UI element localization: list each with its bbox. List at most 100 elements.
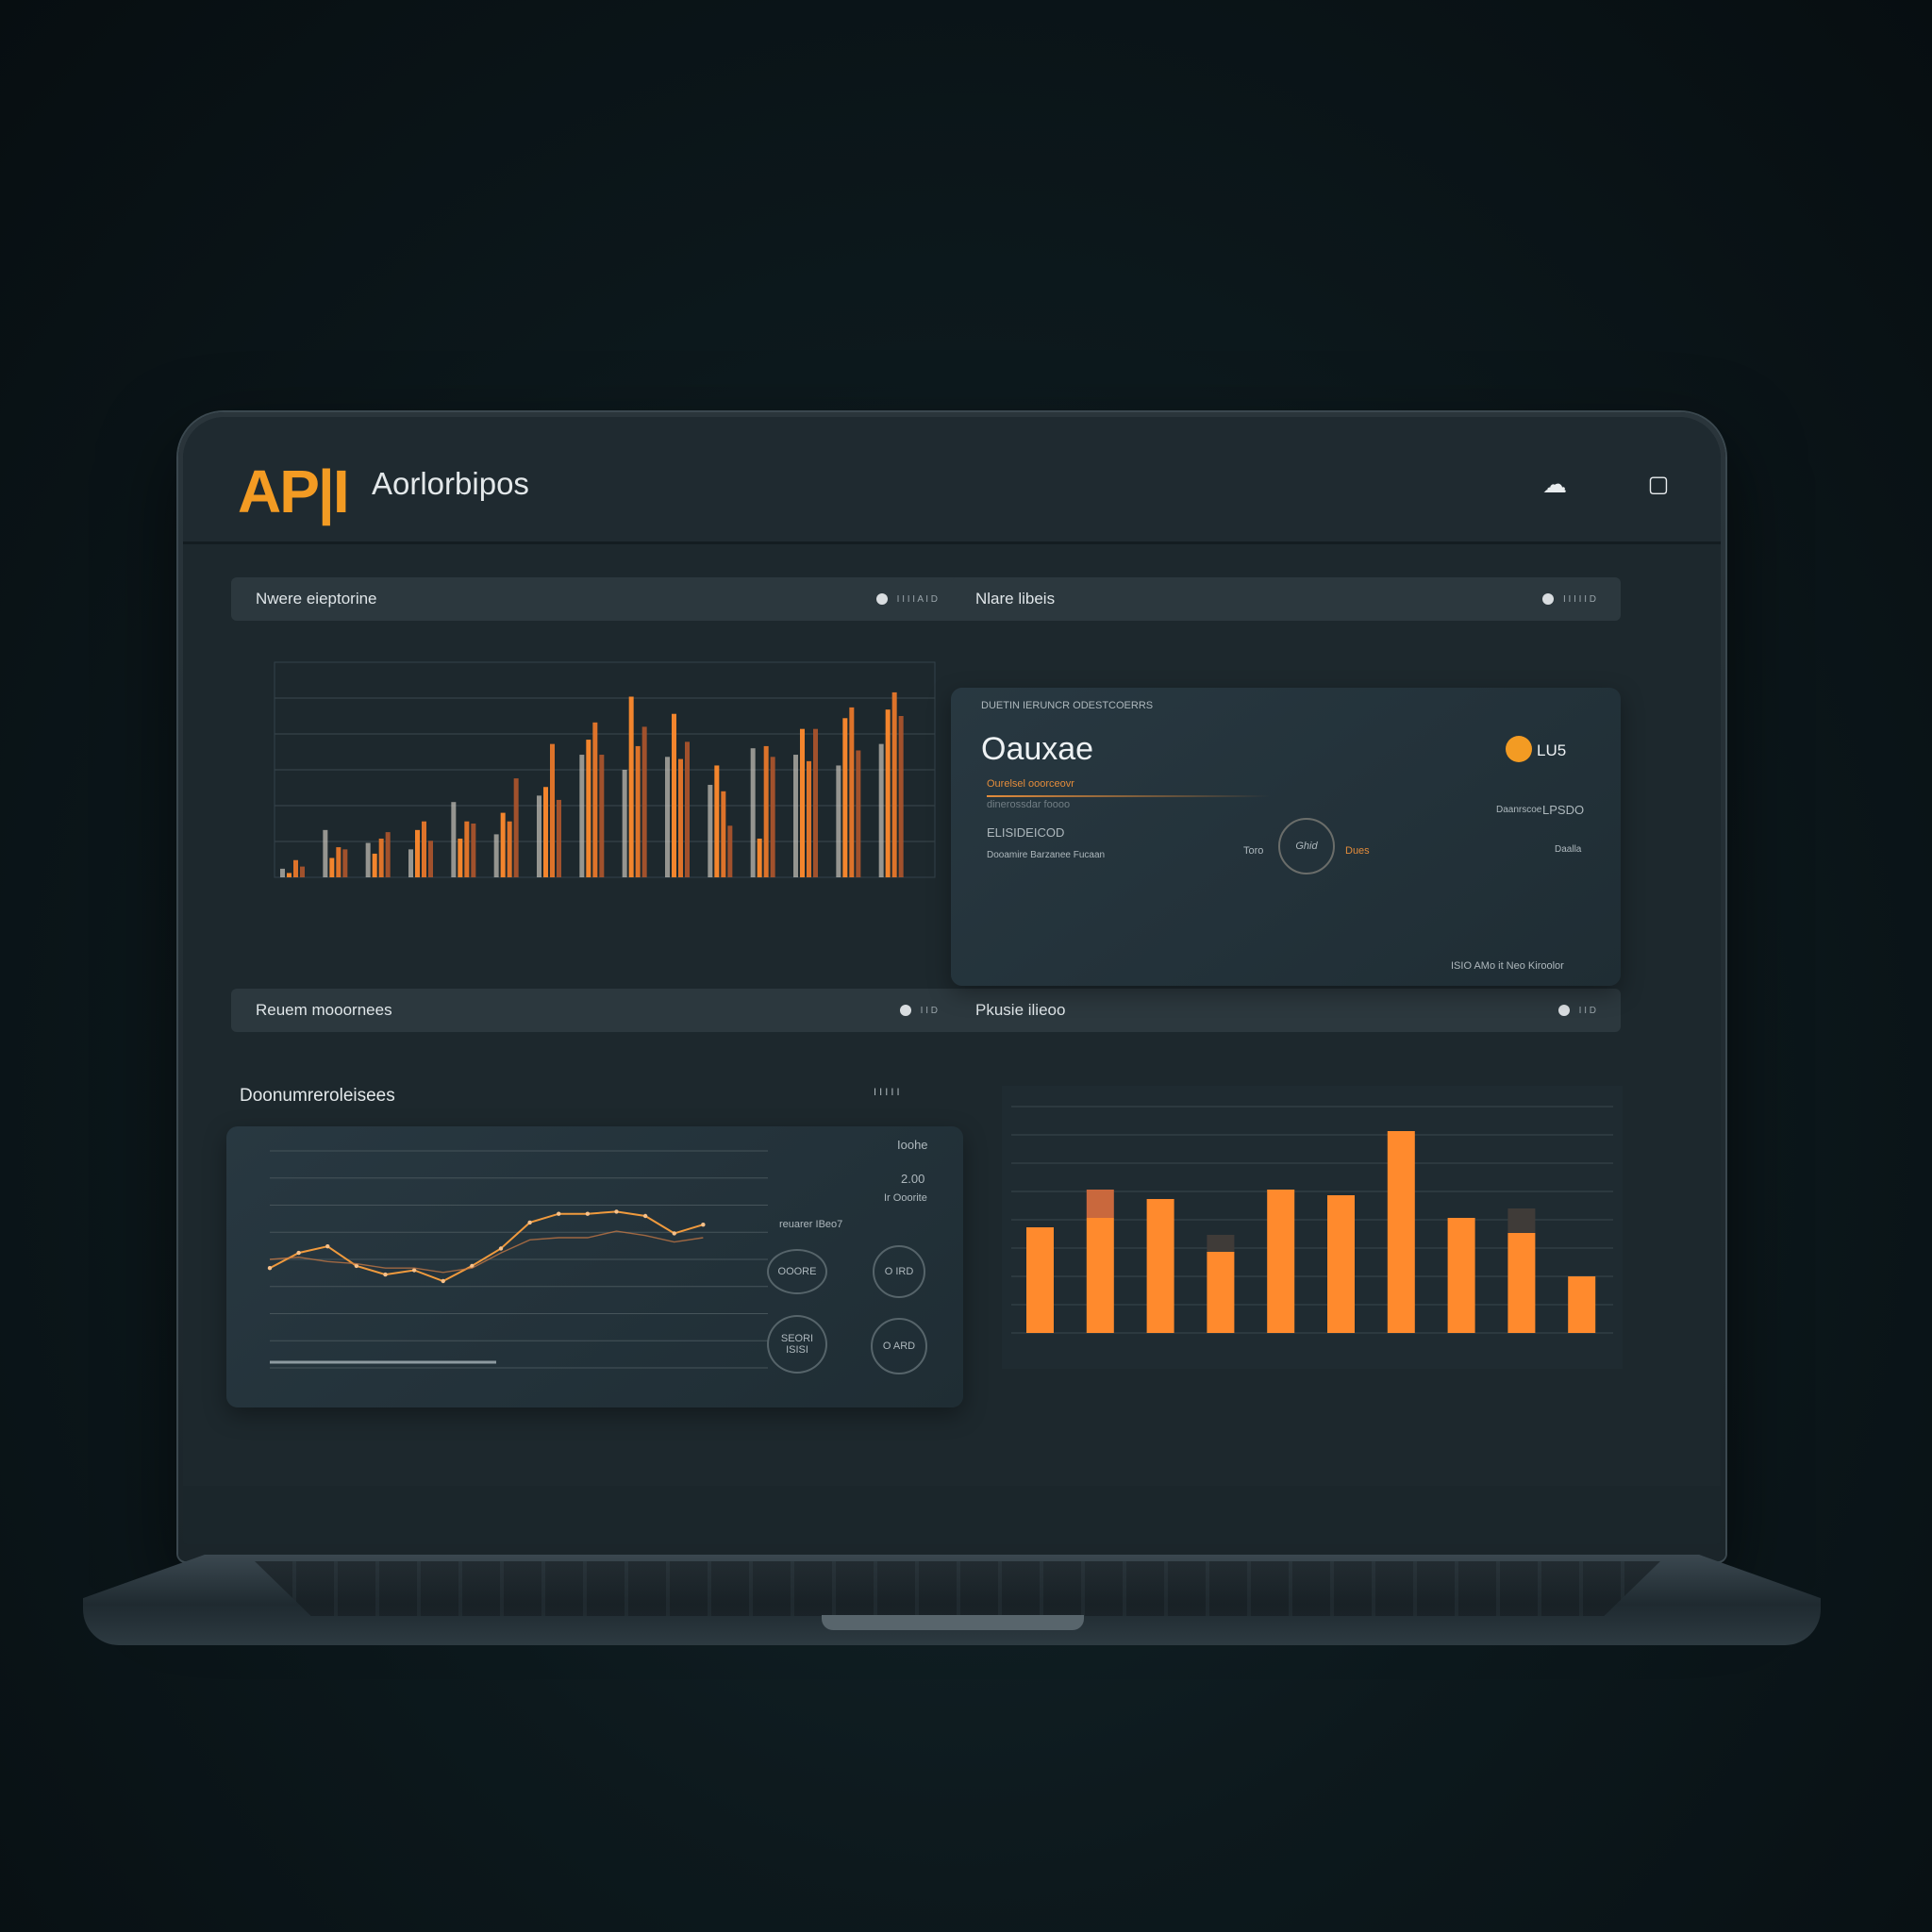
stat-caption: Ir Ooorite (884, 1192, 927, 1204)
trackpad-notch (822, 1615, 1084, 1630)
bar (842, 718, 848, 877)
line-point (354, 1263, 359, 1269)
bar (1086, 1218, 1114, 1333)
line-point (411, 1268, 417, 1273)
toggle-dot[interactable] (1557, 1005, 1570, 1016)
bar (678, 758, 683, 877)
card-left-meta: Dooamire Barzanee Fucaan (987, 850, 1106, 860)
bar (885, 709, 891, 877)
bar (727, 825, 733, 877)
bar (365, 842, 371, 877)
panel-controls[interactable]: I I D (899, 1005, 938, 1016)
line-point (383, 1272, 388, 1277)
bar-segment (1507, 1208, 1536, 1233)
panel-header-bottom-left: Reuem mooornees I I D (231, 989, 962, 1032)
line-point (585, 1211, 591, 1216)
bar (1327, 1195, 1355, 1333)
app-title: Aorlorbipos (372, 466, 529, 501)
bar (513, 778, 519, 877)
card-badge-text: LU5 (1537, 741, 1567, 759)
bar (1387, 1131, 1415, 1333)
bar (1507, 1233, 1536, 1333)
bar (415, 829, 420, 877)
bar (500, 812, 506, 877)
bar (543, 787, 548, 877)
toggle-dot[interactable] (899, 1005, 911, 1016)
badge-icon (1506, 736, 1532, 762)
button-label: O IRD (884, 1266, 914, 1277)
bar (336, 847, 341, 877)
line-point (557, 1211, 561, 1216)
card-kicker: DUETIN IERUNCR ODESTCOERRS (981, 700, 1154, 711)
bar (342, 849, 348, 877)
line-point (701, 1223, 706, 1227)
line-point (642, 1213, 648, 1219)
card-right-top-value: LPSDO (1542, 803, 1585, 817)
summary-card: DUETIN IERUNCR ODESTCOERRS Oauxae LU5 Ou… (951, 688, 1621, 986)
bar-chart-top-left (274, 661, 936, 878)
line-option-button[interactable]: O IRD (873, 1245, 925, 1298)
bar (451, 802, 457, 877)
bar (323, 829, 328, 877)
bar (537, 795, 541, 877)
card-mid-right-label: Dues (1345, 845, 1370, 857)
bar (1146, 1199, 1174, 1333)
line-point (296, 1250, 301, 1256)
line-point (614, 1209, 619, 1214)
bar (287, 873, 291, 877)
panel-title: Nlare libeis (975, 590, 1056, 608)
stat-label: Ioohe (897, 1138, 928, 1152)
line-legend: reuarer IBeo7 (779, 1219, 843, 1230)
panel-title: Nwere eieptorine (256, 590, 377, 608)
bar-segment (1086, 1190, 1114, 1218)
bar (458, 838, 463, 877)
toggle-dot[interactable] (875, 593, 888, 605)
bar (685, 741, 690, 877)
bar (329, 858, 335, 877)
bar (622, 770, 627, 877)
laptop-screen-frame: AP|I Aorlorbipos ☁ ▢ Nwere eieptorine I … (178, 412, 1725, 1561)
card-divider (987, 795, 1270, 797)
bar (280, 868, 285, 877)
square-icon[interactable]: ▢ (1647, 471, 1670, 497)
line-option-button[interactable]: SEORI ISISI (767, 1315, 827, 1374)
bar (635, 745, 641, 877)
brand-logo: AP|I (238, 458, 350, 525)
panel-controls[interactable]: I I I I A I D (875, 593, 938, 605)
line-option-button[interactable]: O ARD (871, 1318, 927, 1374)
bar (628, 696, 634, 877)
toggle-dot[interactable] (1541, 593, 1554, 605)
keyboard (255, 1561, 1660, 1616)
bar (428, 841, 433, 877)
card-mid-left-label: Toro (1243, 845, 1264, 857)
bar (300, 866, 305, 877)
stat-value: 2.00 (901, 1172, 925, 1186)
dashboard-content: Nwere eieptorine I I I I A I D Nlare lib… (183, 544, 1721, 1486)
bar (856, 750, 861, 877)
bar (641, 726, 647, 877)
panel-control-labels: I I D (920, 1005, 938, 1016)
panel-controls[interactable]: I I D (1557, 1005, 1596, 1016)
bar (849, 707, 855, 877)
panel-controls[interactable]: I I I I I D (1541, 593, 1596, 605)
cloud-icon[interactable]: ☁ (1542, 469, 1567, 498)
bar (708, 784, 713, 877)
bar (665, 757, 670, 877)
bar (763, 745, 769, 877)
section-controls[interactable]: I I I I I (874, 1087, 900, 1098)
bar (507, 821, 512, 877)
bar (1207, 1252, 1235, 1333)
bar (1568, 1276, 1596, 1333)
bar (385, 832, 391, 877)
bar (464, 821, 470, 877)
card-main-value: Oauxae (981, 731, 1094, 767)
bar (757, 838, 762, 877)
line-option-button[interactable]: OOORE (767, 1249, 827, 1294)
bar (1267, 1190, 1295, 1333)
bar (750, 748, 756, 877)
line-point (267, 1266, 273, 1271)
panel-header-top-left: Nwere eieptorine I I I I A I D (231, 577, 962, 621)
card-right-top-label: Daanrscoe (1496, 805, 1542, 815)
button-label: O ARD (882, 1341, 916, 1352)
card-subline-muted: dinerossdar foooo (987, 799, 1071, 810)
